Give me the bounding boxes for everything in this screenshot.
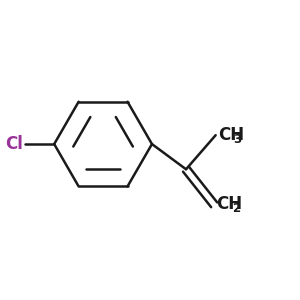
Text: 2: 2 xyxy=(232,202,240,215)
Text: 3: 3 xyxy=(233,134,242,146)
Text: CH: CH xyxy=(217,195,243,213)
Text: Cl: Cl xyxy=(5,135,23,153)
Text: CH: CH xyxy=(218,126,244,144)
